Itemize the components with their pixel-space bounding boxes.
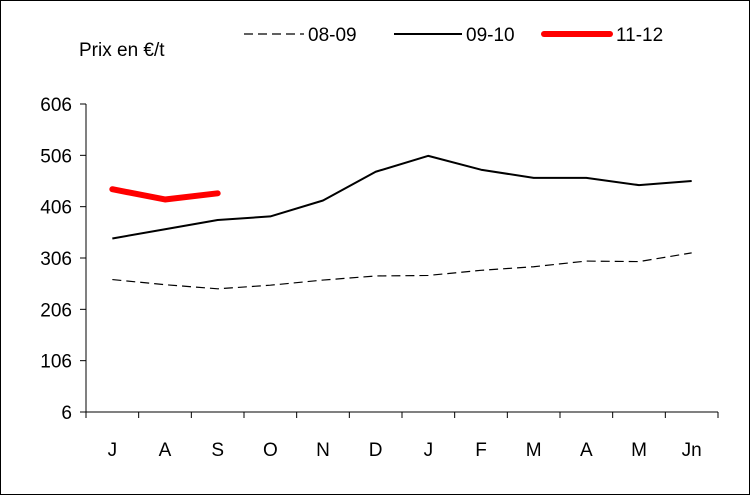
y-tick-label: 506 bbox=[40, 146, 72, 167]
x-tick-label: J bbox=[108, 440, 118, 461]
legend: 08-09 09-10 11-12 bbox=[244, 25, 663, 46]
y-tick-label: 6 bbox=[61, 403, 72, 424]
x-tick-label: A bbox=[580, 440, 593, 461]
x-tick-label: Jn bbox=[682, 440, 702, 461]
legend-label-11-12: 11-12 bbox=[616, 25, 663, 46]
y-axis-title: Prix en €/t bbox=[79, 40, 165, 61]
x-tick-label: A bbox=[159, 440, 172, 461]
x-tick-label: S bbox=[211, 440, 224, 461]
x-tick-label: D bbox=[369, 440, 383, 461]
x-tick-label: J bbox=[424, 440, 434, 461]
x-tick-label: M bbox=[526, 440, 542, 461]
y-tick-label: 306 bbox=[40, 249, 72, 270]
x-tick-label: M bbox=[631, 440, 647, 461]
series-line-09-10 bbox=[112, 154, 692, 240]
y-tick-label: 406 bbox=[40, 198, 72, 219]
axis-layer: 6 106 206 306 406 506 606 J A S O N D J F M A M Jn bbox=[40, 95, 719, 461]
x-tick-label: N bbox=[316, 440, 330, 461]
series-line-11-12 bbox=[109, 186, 221, 203]
y-tick-label: 106 bbox=[40, 352, 72, 373]
y-tick-label: 206 bbox=[40, 300, 72, 321]
x-tick-label: F bbox=[475, 440, 487, 461]
legend-label-08-09: 08-09 bbox=[308, 25, 357, 46]
y-tick-label: 606 bbox=[40, 95, 72, 116]
legend-label-09-10: 09-10 bbox=[466, 25, 515, 46]
series-layer bbox=[109, 154, 692, 290]
series-line-08-09 bbox=[112, 252, 692, 290]
x-tick-label: O bbox=[263, 440, 278, 461]
